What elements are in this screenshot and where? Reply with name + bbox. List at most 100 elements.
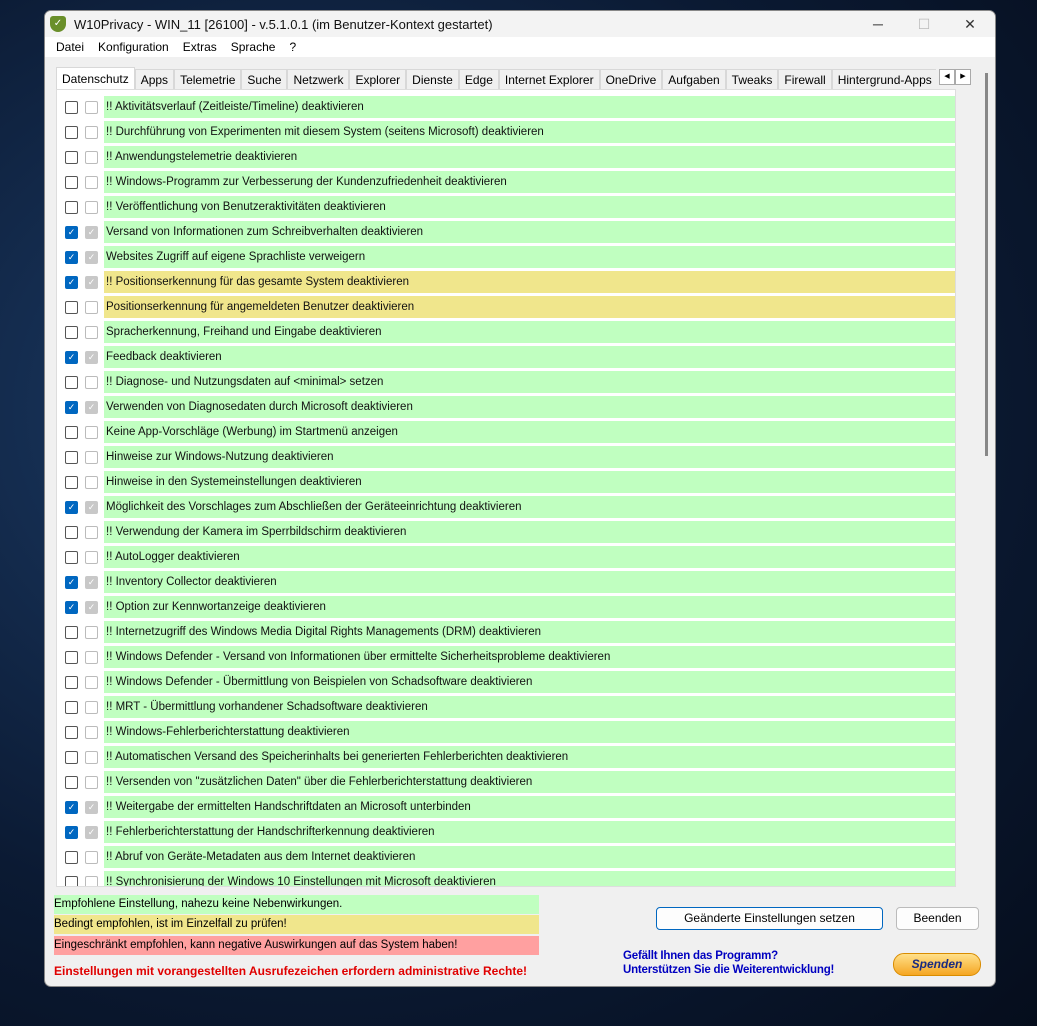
setting-checkbox[interactable]: ✓	[65, 576, 78, 589]
tab-explorer[interactable]: Explorer	[349, 69, 407, 89]
setting-label[interactable]: !! Versenden von "zusätzlichen Daten" üb…	[104, 771, 955, 793]
setting-checkbox[interactable]: ✓	[65, 351, 78, 364]
setting-checkbox[interactable]	[65, 726, 78, 739]
setting-checkbox[interactable]	[65, 476, 78, 489]
menu-item[interactable]: ?	[289, 40, 297, 54]
setting-checkbox[interactable]	[65, 301, 78, 314]
tab-apps[interactable]: Apps	[134, 69, 175, 89]
setting-checkbox[interactable]	[65, 201, 78, 214]
setting-checkbox[interactable]	[65, 776, 78, 789]
minimize-button[interactable]: ─	[873, 16, 883, 32]
setting-checkbox[interactable]	[65, 426, 78, 439]
tab-datenschutz[interactable]: Datenschutz	[56, 67, 135, 89]
setting-label[interactable]: Feedback deaktivieren	[104, 346, 955, 368]
setting-label[interactable]: !! Windows-Programm zur Verbesserung der…	[104, 171, 955, 193]
setting-checkbox[interactable]	[65, 626, 78, 639]
tab-edge[interactable]: Edge	[458, 69, 499, 89]
setting-checkbox[interactable]	[65, 451, 78, 464]
setting-checkbox[interactable]: ✓	[65, 276, 78, 289]
setting-label[interactable]: !! Diagnose- und Nutzungsdaten auf <mini…	[104, 371, 955, 393]
exit-button[interactable]: Beenden	[896, 907, 979, 930]
tab-scroll-left-icon[interactable]: ◀	[939, 69, 955, 85]
setting-label[interactable]: Websites Zugriff auf eigene Sprachliste …	[104, 246, 955, 268]
setting-label[interactable]: Hinweise in den Systemeinstellungen deak…	[104, 471, 955, 493]
setting-label[interactable]: !! Fehlerberichterstattung der Handschri…	[104, 821, 955, 843]
setting-checkbox[interactable]	[65, 751, 78, 764]
tab-scroll-right-icon[interactable]: ▶	[955, 69, 971, 85]
setting-checkbox[interactable]	[65, 551, 78, 564]
donate-button[interactable]: Spenden	[893, 953, 981, 976]
setting-label[interactable]: !! Windows Defender - Übermittlung von B…	[104, 671, 955, 693]
tab-onedrive[interactable]: OneDrive	[599, 69, 663, 89]
setting-row: !! Anwendungstelemetrie deaktivieren	[57, 146, 955, 168]
setting-row: ✓ ✓ !! Inventory Collector deaktivieren	[57, 571, 955, 593]
setting-label[interactable]: Hinweise zur Windows-Nutzung deaktiviere…	[104, 446, 955, 468]
tab-suche[interactable]: Suche	[241, 69, 288, 89]
menu-item[interactable]: Konfiguration	[98, 40, 169, 54]
setting-checkbox[interactable]	[65, 176, 78, 189]
legend-yellow: Bedingt empfohlen, ist im Einzelfall zu …	[54, 915, 539, 934]
setting-label[interactable]: !! Aktivitätsverlauf (Zeitleiste/Timelin…	[104, 96, 955, 118]
apply-settings-button[interactable]: Geänderte Einstellungen setzen	[656, 907, 883, 930]
close-button[interactable]: ✕	[964, 16, 976, 32]
setting-label[interactable]: Verwenden von Diagnosedaten durch Micros…	[104, 396, 955, 418]
setting-label[interactable]: !! Veröffentlichung von Benutzeraktivitä…	[104, 196, 955, 218]
setting-label[interactable]: Möglichkeit des Vorschlages zum Abschlie…	[104, 496, 955, 518]
legend-red: Eingeschränkt empfohlen, kann negative A…	[54, 936, 539, 955]
setting-checkbox[interactable]: ✓	[65, 801, 78, 814]
setting-checkbox[interactable]	[65, 676, 78, 689]
menu-item[interactable]: Sprache	[230, 40, 276, 54]
setting-label[interactable]: !! Windows-Fehlerberichterstattung deakt…	[104, 721, 955, 743]
setting-label[interactable]: !! Weitergabe der ermittelten Handschrif…	[104, 796, 955, 818]
menu-item[interactable]: Datei	[56, 40, 85, 54]
setting-checkbox[interactable]	[65, 126, 78, 139]
setting-checkbox[interactable]: ✓	[65, 601, 78, 614]
setting-label[interactable]: !! Anwendungstelemetrie deaktivieren	[104, 146, 955, 168]
setting-checkbox[interactable]: ✓	[65, 501, 78, 514]
tab-dienste[interactable]: Dienste	[406, 69, 459, 89]
default-checkbox	[85, 476, 98, 489]
tab-telemetrie[interactable]: Telemetrie	[174, 69, 242, 89]
setting-checkbox[interactable]: ✓	[65, 401, 78, 414]
setting-label[interactable]: !! Option zur Kennwortanzeige deaktivier…	[104, 596, 955, 618]
setting-checkbox[interactable]	[65, 651, 78, 664]
tab-aufgaben[interactable]: Aufgaben	[662, 69, 726, 89]
setting-label[interactable]: !! Durchführung von Experimenten mit die…	[104, 121, 955, 143]
setting-label[interactable]: !! AutoLogger deaktivieren	[104, 546, 955, 568]
maximize-button[interactable]: ☐	[917, 16, 931, 32]
setting-row: !! Veröffentlichung von Benutzeraktivitä…	[57, 196, 955, 218]
setting-label[interactable]: !! Automatischen Versand des Speicherinh…	[104, 746, 955, 768]
setting-label[interactable]: !! Synchronisierung der Windows 10 Einst…	[104, 871, 955, 886]
menu-item[interactable]: Extras	[182, 40, 217, 54]
settings-list: !! Aktivitätsverlauf (Zeitleiste/Timelin…	[56, 89, 956, 887]
setting-checkbox[interactable]	[65, 701, 78, 714]
setting-label[interactable]: Keine App-Vorschläge (Werbung) im Startm…	[104, 421, 955, 443]
setting-checkbox[interactable]	[65, 876, 78, 886]
tab-hintergrund-apps[interactable]: Hintergrund-Apps	[831, 69, 936, 89]
setting-checkbox[interactable]	[65, 376, 78, 389]
setting-label[interactable]: !! Inventory Collector deaktivieren	[104, 571, 955, 593]
setting-label[interactable]: !! Abruf von Geräte-Metadaten aus dem In…	[104, 846, 955, 868]
setting-label[interactable]: !! Internetzugriff des Windows Media Dig…	[104, 621, 955, 643]
setting-checkbox[interactable]: ✓	[65, 826, 78, 839]
setting-checkbox[interactable]	[65, 851, 78, 864]
setting-checkbox[interactable]	[65, 326, 78, 339]
setting-label[interactable]: Positionserkennung für angemeldeten Benu…	[104, 296, 955, 318]
tab-netzwerk[interactable]: Netzwerk	[287, 69, 350, 89]
setting-checkbox[interactable]	[65, 526, 78, 539]
setting-checkbox[interactable]: ✓	[65, 251, 78, 264]
default-checkbox	[85, 326, 98, 339]
setting-label[interactable]: !! Windows Defender - Versand von Inform…	[104, 646, 955, 668]
scrollbar[interactable]	[985, 73, 988, 456]
setting-label[interactable]: !! MRT - Übermittlung vorhandener Schads…	[104, 696, 955, 718]
setting-label[interactable]: Spracherkennung, Freihand und Eingabe de…	[104, 321, 955, 343]
tab-tweaks[interactable]: Tweaks	[725, 69, 779, 89]
setting-checkbox[interactable]	[65, 151, 78, 164]
setting-label[interactable]: !! Positionserkennung für das gesamte Sy…	[104, 271, 955, 293]
tab-firewall[interactable]: Firewall	[778, 69, 832, 89]
setting-checkbox[interactable]: ✓	[65, 226, 78, 239]
setting-label[interactable]: Versand von Informationen zum Schreibver…	[104, 221, 955, 243]
setting-checkbox[interactable]	[65, 101, 78, 114]
setting-label[interactable]: !! Verwendung der Kamera im Sperrbildsch…	[104, 521, 955, 543]
tab-internet-explorer[interactable]: Internet Explorer	[498, 69, 600, 89]
